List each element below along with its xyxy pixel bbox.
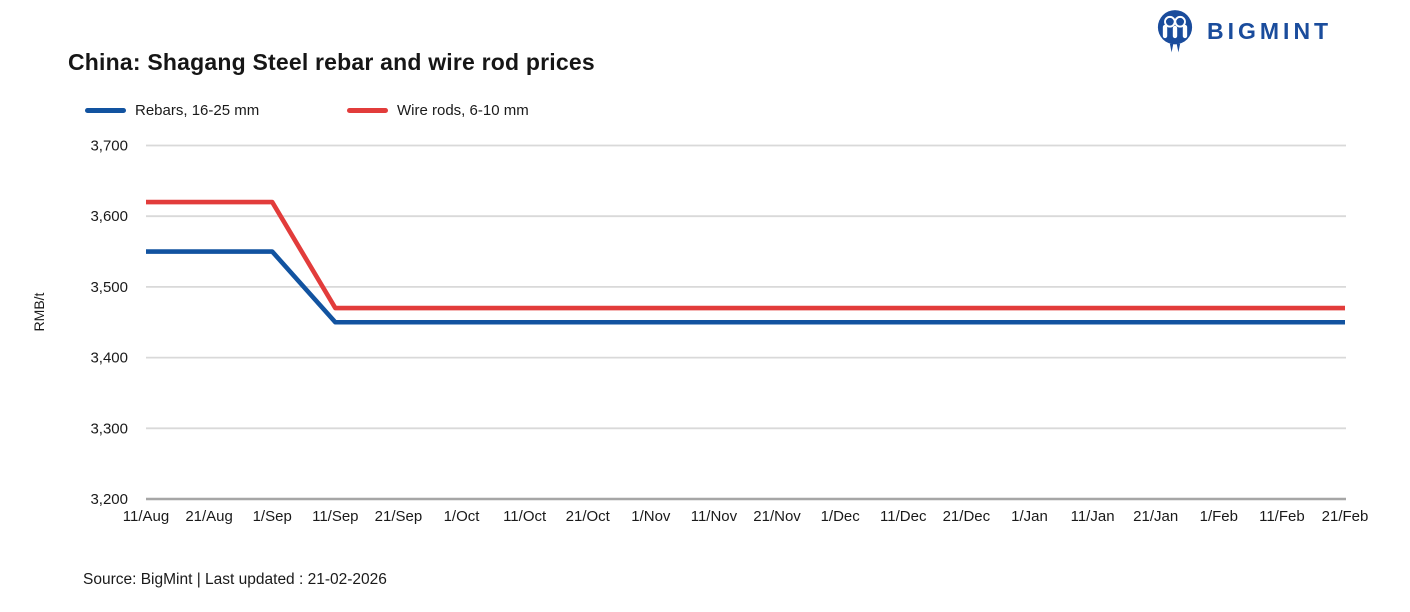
legend-item-wire-rods: Wire rods, 6-10 mm [347, 102, 529, 119]
x-tick-label: 1/Feb [1200, 508, 1238, 525]
x-tick-label: 1/Oct [444, 508, 481, 525]
x-tick-label: 11/Aug [123, 508, 169, 525]
x-tick-label: 21/Feb [1322, 508, 1369, 525]
rebars-line-swatch [85, 108, 126, 113]
x-tick-label: 11/Jan [1071, 508, 1115, 525]
x-tick-label: 21/Sep [375, 508, 423, 525]
x-tick-label: 11/Nov [691, 508, 738, 525]
x-tick-label: 21/Dec [943, 508, 991, 525]
y-tick-label: 3,600 [90, 208, 128, 225]
wire-rods-price-line [146, 199, 1345, 311]
bigmint-logo: BIGMINT [1156, 9, 1332, 54]
legend-item-rebars: Rebars, 16-25 mm [85, 102, 259, 119]
x-tick-label: 21/Oct [566, 508, 611, 525]
bigmint-logo-text: BIGMINT [1207, 18, 1333, 44]
x-tick-label: 21/Jan [1133, 508, 1178, 525]
wire-rods-legend-label: Wire rods, 6-10 mm [397, 102, 529, 119]
x-tick-label: 11/Sep [312, 508, 358, 525]
x-tick-label: 11/Dec [880, 508, 927, 525]
x-tick-label: 1/Nov [631, 508, 671, 525]
chart-title: China: Shagang Steel rebar and wire rod … [68, 49, 595, 75]
y-tick-label: 3,400 [90, 350, 128, 367]
x-tick-label: 1/Jan [1011, 508, 1048, 525]
x-tick-label: 21/Nov [753, 508, 801, 525]
source-note: Source: BigMint | Last updated : 21-02-2… [83, 571, 387, 588]
y-tick-label: 3,500 [90, 279, 128, 296]
y-tick-label: 3,300 [90, 420, 128, 437]
y-axis-title: RMB/t [31, 292, 47, 331]
x-tick-label: 1/Dec [821, 508, 861, 525]
rebars-price-line [146, 249, 1345, 325]
x-tick-label: 21/Aug [185, 508, 233, 525]
y-tick-label: 3,200 [90, 491, 128, 508]
rebars-legend-label: Rebars, 16-25 mm [135, 102, 260, 119]
y-tick-label: 3,700 [90, 138, 128, 155]
wire-rods-line-swatch [347, 108, 388, 113]
x-tick-label: 1/Sep [253, 508, 292, 525]
x-tick-label: 11/Feb [1259, 508, 1305, 525]
x-tick-label: 11/Oct [503, 508, 547, 525]
bigmint-logo-icon [1157, 10, 1193, 53]
